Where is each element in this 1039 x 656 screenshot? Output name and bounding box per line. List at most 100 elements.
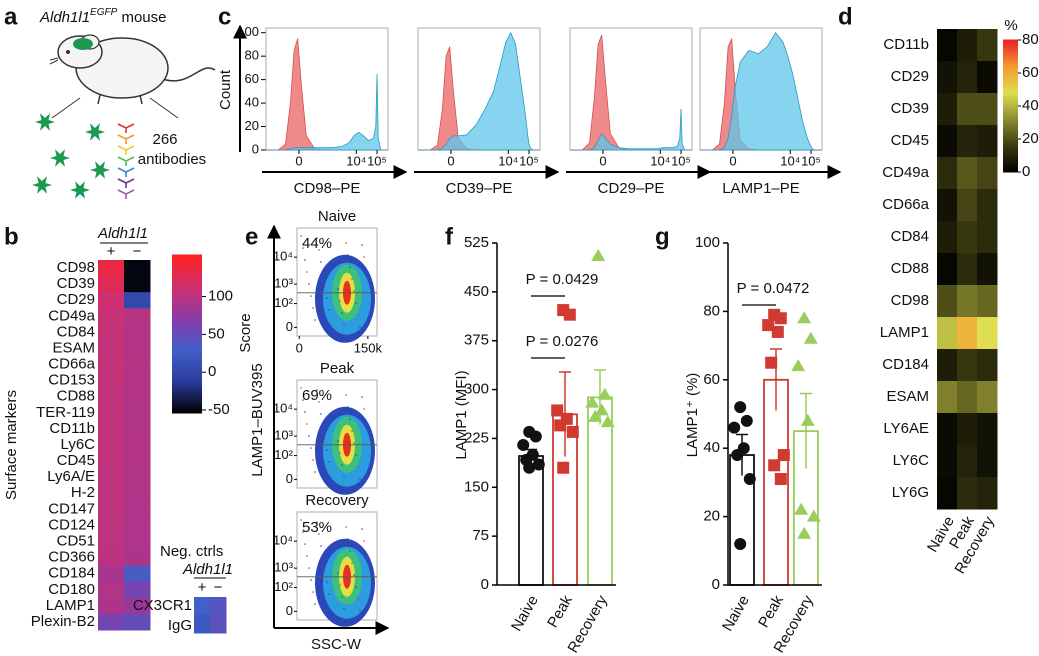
heatmap-cell [957, 477, 978, 510]
row-label: CD66a [48, 356, 95, 373]
data-point [523, 461, 536, 474]
colorbar-step [172, 304, 202, 309]
data-point [768, 459, 781, 472]
heatmap-cell [124, 372, 151, 390]
heatmap-cell [124, 469, 151, 486]
colorbar-step [1003, 42, 1018, 46]
colorbar-label: % [1004, 17, 1017, 34]
event-dot [326, 449, 328, 451]
colorbar-tick-label: -50 [208, 401, 230, 418]
x-tick-label: 10⁵ [367, 153, 387, 168]
colorbar-step [1003, 139, 1018, 144]
colorbar-step [1003, 89, 1018, 94]
y-tick-label: 80 [703, 302, 720, 319]
antibody [117, 167, 135, 177]
colorbar-step [1003, 100, 1018, 104]
colorbar-step [172, 265, 202, 269]
heatmap-cell [937, 285, 958, 318]
gate-percent: 53% [302, 519, 332, 536]
row-label: CD98 [57, 259, 95, 276]
y-tick-label: 10⁴ [273, 249, 293, 264]
y-axis-label: Count [217, 69, 234, 110]
colorbar-step [1003, 168, 1018, 173]
row-label: CD124 [48, 516, 95, 533]
x-tick-label: 0 [447, 153, 454, 168]
colorbar-step [172, 357, 202, 361]
event-dot [359, 326, 361, 328]
event-dot [339, 300, 341, 302]
heatmap-cell [957, 61, 978, 94]
heatmap-cell [124, 308, 151, 325]
event-dot [337, 440, 339, 442]
heatmap-cell [977, 157, 998, 190]
row-label: CD39 [891, 100, 929, 117]
colorbar-tick-label: 80 [1022, 31, 1039, 48]
row-label: CD180 [48, 581, 95, 598]
event-dot [337, 288, 339, 290]
title-suffix: mouse [117, 9, 166, 26]
x-tick-label: 10⁴ [498, 153, 518, 168]
event-dot [347, 538, 349, 540]
row-label: CD153 [48, 372, 95, 389]
colorbar-step [1003, 158, 1018, 162]
data-point [566, 425, 579, 438]
event-dot [351, 278, 353, 280]
heatmap-cell [957, 317, 978, 350]
event-dot [345, 242, 347, 244]
colorbar-step [172, 272, 202, 277]
y-tick-label: 40 [703, 439, 720, 456]
event-dot [320, 261, 322, 263]
event-dot [312, 459, 314, 461]
heatmap-cell [98, 597, 125, 615]
event-dot [326, 581, 328, 583]
gate-percent: 69% [302, 387, 332, 404]
heatmap-cell [124, 356, 151, 374]
row-label: IgG [168, 617, 192, 634]
p-value: P = 0.0472 [737, 280, 810, 297]
stain-histogram [266, 73, 388, 151]
x-axis-label: CD39–PE [446, 180, 513, 197]
colorbar-step [1003, 84, 1018, 89]
data-point [797, 526, 812, 539]
colorbar-tick-label: 20 [1022, 130, 1039, 147]
x-tick-label: 10⁵ [801, 153, 821, 168]
neg-ctrl-column-title: Aldh1l1 [182, 561, 233, 578]
heatmap-cell [98, 388, 125, 406]
colorbar-step [172, 391, 202, 396]
event-dot [349, 550, 351, 552]
stain-histogram [700, 31, 822, 151]
event-dot [363, 540, 365, 542]
row-label: CD45 [57, 452, 95, 469]
event-dot [359, 478, 361, 480]
colorbar-step [172, 388, 202, 393]
colorbar-step [1003, 123, 1018, 128]
data-point [794, 502, 809, 515]
astrocyte [90, 161, 110, 179]
colorbar-step [1003, 131, 1018, 136]
event-dot [310, 579, 312, 581]
event-dot [316, 237, 318, 239]
colorbar-step [172, 338, 202, 343]
row-label: CD39 [57, 275, 95, 292]
event-dot [343, 324, 345, 326]
colorbar-step [172, 315, 202, 319]
colorbar-step [172, 383, 202, 388]
heatmap-cell [124, 436, 151, 454]
colorbar-step [1003, 87, 1018, 91]
p-value: P = 0.0276 [526, 333, 599, 350]
event-dot [320, 413, 322, 415]
colorbar-step [1003, 79, 1018, 83]
event-dot [341, 312, 343, 314]
colorbar-step [172, 301, 202, 306]
heatmap-cell [98, 501, 125, 518]
colorbar-step [172, 386, 202, 390]
y-tick-label: 10² [274, 579, 293, 594]
colorbar-step [172, 270, 202, 274]
row-axis-label: Surface markers [3, 390, 20, 500]
astrocyte [85, 123, 105, 141]
x-tick-label: Peak [544, 592, 576, 631]
event-dot [347, 406, 349, 408]
heatmap-cell [124, 260, 151, 277]
x-tick-label: 10⁴ [780, 153, 800, 168]
heatmap-cell [124, 420, 151, 438]
